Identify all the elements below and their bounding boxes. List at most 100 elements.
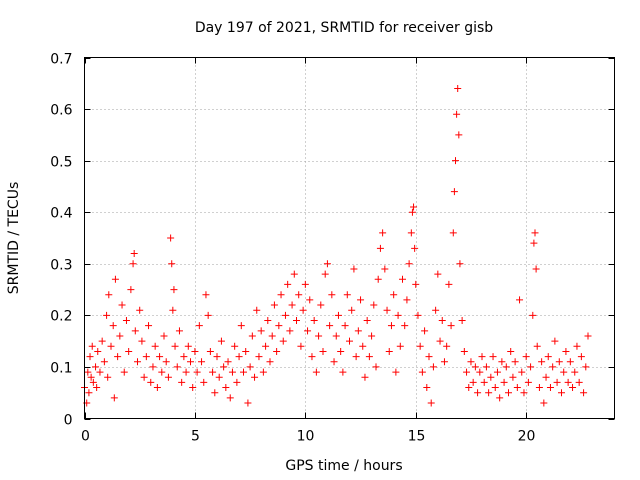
data-point xyxy=(120,368,128,376)
data-point xyxy=(122,317,130,325)
x-tick-label: 0 xyxy=(81,429,90,445)
data-point xyxy=(237,322,245,330)
data-point xyxy=(264,317,272,325)
x-axis-label: GPS time / hours xyxy=(285,458,402,474)
data-point xyxy=(170,286,178,294)
data-point xyxy=(130,249,138,257)
data-point xyxy=(180,353,188,361)
data-point xyxy=(520,389,528,397)
data-point xyxy=(295,291,303,299)
data-point xyxy=(542,373,550,381)
data-point xyxy=(290,270,298,278)
data-point xyxy=(399,275,406,283)
data-point xyxy=(178,378,186,386)
data-point xyxy=(533,342,541,350)
data-point xyxy=(136,306,144,314)
data-point xyxy=(94,347,102,355)
data-point xyxy=(458,317,466,325)
data-point xyxy=(427,399,435,407)
data-point xyxy=(577,353,585,361)
data-point xyxy=(569,384,577,392)
data-point xyxy=(319,347,327,355)
data-point xyxy=(281,311,289,319)
data-point xyxy=(323,260,331,268)
data-point xyxy=(376,244,384,252)
data-point xyxy=(584,332,592,340)
data-point xyxy=(390,291,398,299)
data-points xyxy=(81,84,592,407)
data-point xyxy=(436,337,444,345)
data-point xyxy=(460,347,468,355)
data-point xyxy=(491,384,499,392)
data-point xyxy=(343,291,351,299)
data-point xyxy=(493,368,501,376)
data-point xyxy=(385,347,393,355)
data-point xyxy=(538,358,546,366)
data-point xyxy=(500,378,508,386)
data-point xyxy=(275,322,283,330)
data-point xyxy=(259,368,267,376)
data-point xyxy=(524,378,532,386)
data-point xyxy=(109,322,117,330)
data-point xyxy=(231,342,239,350)
data-point xyxy=(153,384,161,392)
data-point xyxy=(416,342,424,350)
x-tick-label: 15 xyxy=(408,429,426,445)
data-point xyxy=(432,306,440,314)
data-point xyxy=(412,280,420,288)
data-point xyxy=(286,327,294,335)
data-point xyxy=(575,378,583,386)
data-point xyxy=(129,260,137,268)
data-point xyxy=(304,327,312,335)
data-point xyxy=(447,322,455,330)
data-point xyxy=(532,265,540,273)
data-point xyxy=(86,353,94,361)
data-point xyxy=(206,347,214,355)
data-point xyxy=(277,291,285,299)
data-point xyxy=(168,260,176,268)
data-point xyxy=(498,358,506,366)
data-point xyxy=(425,353,433,361)
data-point xyxy=(246,363,254,371)
data-point xyxy=(151,342,159,350)
data-point xyxy=(478,353,486,361)
data-point xyxy=(288,301,296,309)
data-point xyxy=(142,353,150,361)
data-point xyxy=(440,358,448,366)
data-point xyxy=(248,332,256,340)
data-point xyxy=(308,353,316,361)
y-tick-label: 0 xyxy=(64,413,73,429)
data-point xyxy=(505,389,512,397)
data-point xyxy=(107,342,115,350)
data-point xyxy=(383,306,391,314)
data-point xyxy=(522,353,530,361)
data-point xyxy=(348,306,356,314)
data-point xyxy=(352,353,360,361)
data-point xyxy=(401,322,409,330)
data-point xyxy=(357,296,365,304)
data-point xyxy=(226,394,234,402)
data-point xyxy=(467,358,475,366)
data-point xyxy=(220,363,228,371)
data-point xyxy=(182,368,190,376)
data-point xyxy=(363,317,371,325)
data-point xyxy=(299,306,307,314)
data-point xyxy=(434,270,442,278)
data-point xyxy=(558,389,565,397)
data-point xyxy=(529,311,537,319)
data-point xyxy=(487,373,495,381)
data-point xyxy=(85,389,93,397)
data-point xyxy=(489,353,497,361)
data-point xyxy=(140,373,148,381)
data-point xyxy=(370,301,378,309)
y-tick-label: 0.6 xyxy=(50,103,72,119)
data-point xyxy=(315,332,323,340)
data-point xyxy=(450,188,458,196)
data-point xyxy=(392,368,400,376)
data-point xyxy=(580,389,588,397)
data-point xyxy=(134,358,141,366)
data-point xyxy=(145,322,153,330)
data-point xyxy=(100,358,108,366)
data-point xyxy=(306,296,314,304)
data-point xyxy=(332,332,340,340)
